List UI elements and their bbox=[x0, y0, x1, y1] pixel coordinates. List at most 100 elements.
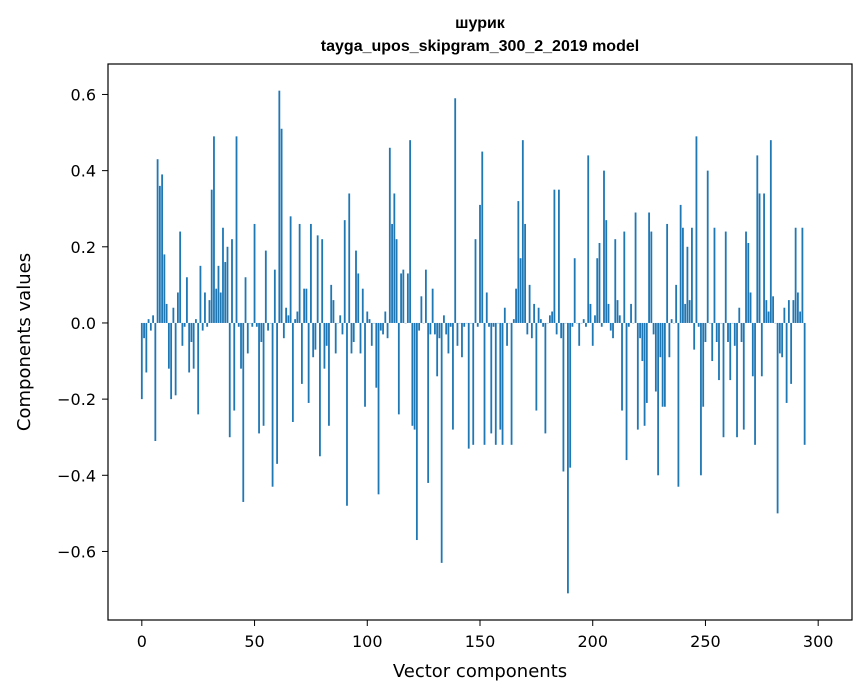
bar-230 bbox=[659, 322, 662, 358]
bar-124 bbox=[420, 296, 423, 323]
bar-36 bbox=[222, 227, 224, 323]
bar-84 bbox=[330, 284, 333, 323]
bar-160 bbox=[501, 322, 504, 445]
bar-189 bbox=[567, 322, 569, 594]
bar-97 bbox=[359, 322, 362, 354]
bar-108 bbox=[384, 311, 387, 323]
bar-232 bbox=[663, 322, 666, 407]
bar-197 bbox=[585, 322, 587, 327]
bar-7 bbox=[156, 159, 159, 323]
x-axis: 0 50 100 150 200 250 300 bbox=[137, 620, 833, 651]
bar-61 bbox=[278, 90, 281, 323]
bar-51 bbox=[255, 322, 258, 327]
bar-194 bbox=[578, 322, 581, 346]
bar-187 bbox=[562, 322, 565, 472]
bar-220 bbox=[636, 322, 639, 430]
bar-206 bbox=[605, 220, 608, 323]
bar-273 bbox=[756, 155, 759, 323]
bar-263 bbox=[733, 322, 736, 346]
bar-127 bbox=[427, 322, 430, 483]
bar-162 bbox=[506, 322, 508, 346]
bar-40 bbox=[231, 239, 233, 323]
bar-152 bbox=[483, 322, 486, 445]
bar-169 bbox=[521, 140, 524, 323]
bar-186 bbox=[560, 322, 563, 339]
bar-58 bbox=[271, 322, 274, 487]
bar-119 bbox=[409, 140, 412, 323]
bar-258 bbox=[722, 322, 725, 438]
bar-60 bbox=[276, 322, 278, 464]
bar-71 bbox=[300, 322, 303, 384]
bar-118 bbox=[406, 273, 409, 323]
bar-177 bbox=[539, 319, 542, 323]
bar-138 bbox=[452, 322, 454, 430]
bar-134 bbox=[443, 315, 445, 323]
bar-191 bbox=[571, 322, 574, 327]
bar-42 bbox=[235, 136, 238, 323]
bar-10 bbox=[163, 254, 166, 323]
bar-111 bbox=[391, 223, 393, 323]
bar-225 bbox=[648, 212, 650, 323]
bar-19 bbox=[183, 322, 186, 327]
bar-261 bbox=[729, 322, 732, 381]
bar-21 bbox=[188, 322, 191, 373]
bar-293 bbox=[801, 227, 804, 323]
bar-13 bbox=[170, 322, 173, 400]
bar-62 bbox=[280, 128, 283, 323]
bar-91 bbox=[346, 322, 348, 506]
bar-137 bbox=[449, 322, 452, 327]
y-tick-label: 0.4 bbox=[71, 162, 96, 181]
bar-72 bbox=[303, 288, 306, 323]
bar-69 bbox=[296, 311, 299, 323]
bar-208 bbox=[609, 322, 612, 331]
bar-47 bbox=[246, 322, 249, 354]
bar-167 bbox=[517, 201, 520, 323]
bar-143 bbox=[463, 322, 466, 327]
bar-32 bbox=[213, 136, 215, 323]
bars-group bbox=[140, 90, 806, 594]
bar-165 bbox=[512, 319, 515, 323]
bar-99 bbox=[364, 322, 366, 407]
bar-277 bbox=[765, 300, 768, 323]
bar-210 bbox=[614, 239, 617, 323]
bar-292 bbox=[799, 311, 802, 323]
bar-239 bbox=[679, 204, 682, 323]
bar-31 bbox=[210, 189, 213, 323]
bar-41 bbox=[233, 322, 236, 411]
bar-145 bbox=[467, 322, 470, 449]
bar-174 bbox=[533, 303, 536, 323]
bar-203 bbox=[598, 242, 601, 323]
chart-subtitle: tayga_upos_skipgram_300_2_2019 model bbox=[321, 38, 639, 55]
y-tick-label: −0.4 bbox=[57, 466, 96, 485]
x-tick-label: 0 bbox=[137, 632, 147, 651]
bar-102 bbox=[370, 322, 373, 346]
bar-159 bbox=[499, 322, 502, 430]
bar-212 bbox=[618, 315, 621, 323]
y-tick-label: 0.6 bbox=[71, 85, 96, 104]
bar-168 bbox=[519, 258, 522, 323]
bar-25 bbox=[197, 322, 200, 415]
bar-130 bbox=[434, 322, 436, 335]
bar-237 bbox=[675, 284, 678, 323]
bar-115 bbox=[400, 273, 402, 323]
bar-17 bbox=[179, 231, 182, 323]
bar-79 bbox=[319, 322, 321, 457]
bar-150 bbox=[479, 204, 481, 323]
bar-54 bbox=[262, 322, 265, 426]
bar-182 bbox=[551, 311, 554, 323]
bar-81 bbox=[323, 322, 326, 369]
bar-148 bbox=[474, 239, 477, 323]
bar-0 bbox=[140, 322, 143, 400]
x-tick-label: 50 bbox=[244, 632, 264, 651]
y-tick-label: 0.2 bbox=[71, 238, 96, 257]
plot-frame bbox=[107, 63, 853, 621]
bar-28 bbox=[204, 292, 206, 323]
bar-199 bbox=[589, 303, 592, 323]
bar-283 bbox=[778, 322, 781, 354]
bar-201 bbox=[594, 315, 596, 323]
bar-223 bbox=[643, 322, 646, 426]
bar-286 bbox=[785, 322, 788, 403]
bar-205 bbox=[603, 170, 605, 323]
bar-272 bbox=[754, 322, 756, 445]
bar-280 bbox=[772, 296, 774, 323]
